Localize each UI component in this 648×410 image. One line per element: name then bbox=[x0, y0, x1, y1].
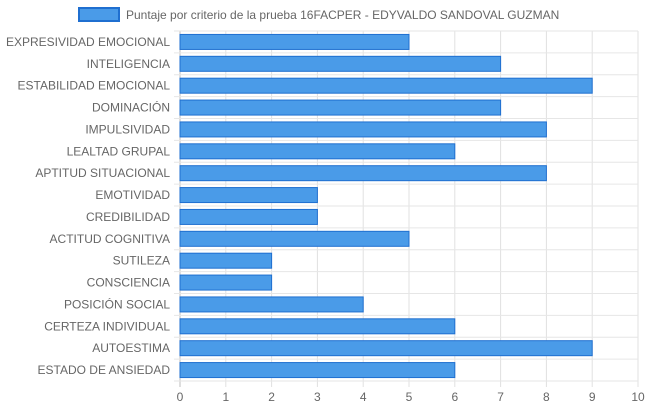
category-label: APTITUD SITUACIONAL bbox=[35, 166, 170, 180]
bar[interactable] bbox=[179, 252, 273, 269]
category-label: POSICIÓN SOCIAL bbox=[64, 296, 170, 311]
category-label: INTELIGENCIA bbox=[87, 57, 170, 71]
x-tick-label: 0 bbox=[177, 390, 184, 404]
category-label: CERTEZA INDIVIDUAL bbox=[44, 319, 170, 333]
bar[interactable] bbox=[179, 55, 502, 72]
x-tick-label: 10 bbox=[631, 390, 645, 404]
bar[interactable] bbox=[179, 143, 456, 160]
bar[interactable] bbox=[179, 165, 547, 182]
bar[interactable] bbox=[179, 318, 456, 335]
bar[interactable] bbox=[179, 296, 364, 313]
category-label: ESTADO DE ANSIEDAD bbox=[38, 363, 171, 377]
category-labels: EXPRESIVIDAD EMOCIONAL INTELIGENCIA ESTABI… bbox=[6, 35, 170, 377]
bar[interactable] bbox=[179, 208, 318, 225]
category-label: ACTITUD COGNITIVA bbox=[50, 232, 170, 246]
bar[interactable] bbox=[179, 33, 410, 50]
legend-swatch bbox=[78, 7, 120, 22]
bar[interactable] bbox=[179, 274, 273, 291]
x-tick-label: 5 bbox=[406, 390, 413, 404]
x-axis-ticks: 0 1 2 3 4 5 6 7 8 9 10 bbox=[177, 390, 645, 404]
x-tick-label: 6 bbox=[451, 390, 458, 404]
category-label: DOMINACIÓN bbox=[92, 100, 170, 115]
category-label: AUTOESTIMA bbox=[92, 341, 170, 355]
category-label: LEALTAD GRUPAL bbox=[67, 144, 171, 158]
category-label: CONSCIENCIA bbox=[87, 276, 170, 290]
category-label: EXPRESIVIDAD EMOCIONAL bbox=[6, 35, 170, 49]
bar[interactable] bbox=[179, 121, 547, 138]
bar[interactable] bbox=[179, 77, 593, 94]
x-tick-label: 2 bbox=[268, 390, 275, 404]
legend-label: Puntaje por criterio de la prueba 16FACP… bbox=[126, 8, 559, 22]
x-tick-label: 9 bbox=[589, 390, 596, 404]
legend[interactable]: Puntaje por criterio de la prueba 16FACP… bbox=[78, 7, 559, 22]
category-label: ESTABILIDAD EMOCIONAL bbox=[18, 79, 171, 93]
x-tick-label: 3 bbox=[314, 390, 321, 404]
bars bbox=[179, 33, 593, 379]
bar[interactable] bbox=[179, 362, 456, 379]
category-label: CREDIBILIDAD bbox=[86, 210, 170, 224]
bar[interactable] bbox=[179, 340, 593, 357]
bar[interactable] bbox=[179, 187, 318, 204]
x-tick-label: 8 bbox=[543, 390, 550, 404]
x-tick-label: 7 bbox=[497, 390, 504, 404]
x-tick-label: 1 bbox=[222, 390, 229, 404]
bar[interactable] bbox=[179, 99, 502, 116]
category-label: SUTILEZA bbox=[113, 254, 170, 268]
x-tick-label: 4 bbox=[360, 390, 367, 404]
category-label: EMOTIVIDAD bbox=[95, 188, 170, 202]
category-label: IMPULSIVIDAD bbox=[85, 122, 170, 136]
bar[interactable] bbox=[179, 230, 410, 247]
